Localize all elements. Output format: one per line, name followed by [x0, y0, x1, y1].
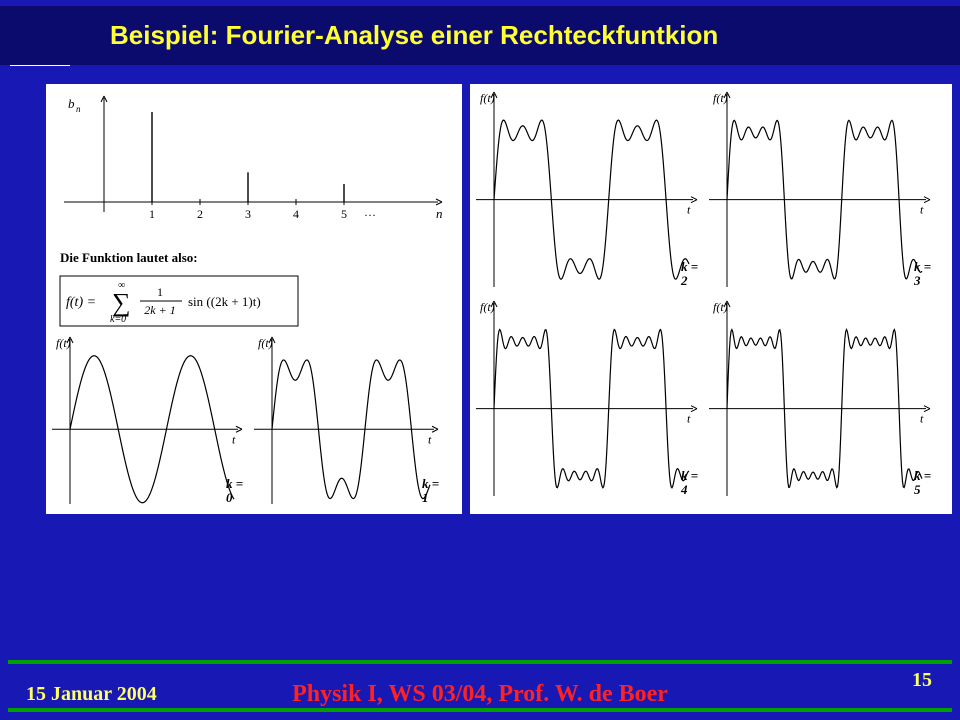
svg-text:f(t): f(t) — [713, 91, 728, 105]
svg-text:sin ((2k + 1)t): sin ((2k + 1)t) — [188, 294, 261, 309]
svg-text:Die Funktion lautet also:: Die Funktion lautet also: — [60, 250, 198, 265]
svg-text:k=0: k=0 — [110, 314, 126, 325]
svg-text:t: t — [920, 203, 924, 217]
svg-text:t: t — [920, 412, 924, 426]
svg-text:b: b — [68, 96, 75, 111]
svg-text:1: 1 — [157, 285, 163, 299]
svg-text:4: 4 — [680, 482, 688, 497]
svg-text:t: t — [687, 412, 691, 426]
svg-text:f(t): f(t) — [713, 300, 728, 314]
svg-text:n: n — [436, 206, 443, 221]
svg-text:f(t): f(t) — [258, 336, 273, 350]
svg-text:k =: k = — [681, 468, 698, 483]
svg-text:f(t) =: f(t) = — [66, 295, 96, 310]
svg-text:5: 5 — [914, 482, 921, 497]
footer-divider-top — [8, 660, 952, 664]
footer-divider-bottom — [8, 708, 952, 712]
svg-text:1: 1 — [422, 490, 429, 505]
svg-text:0: 0 — [226, 490, 233, 505]
footer-course: Physik I, WS 03/04, Prof. W. de Boer — [0, 681, 960, 708]
svg-text:2: 2 — [197, 207, 203, 221]
svg-text:4: 4 — [293, 207, 299, 221]
svg-text:t: t — [232, 432, 236, 446]
svg-text:k =: k = — [914, 259, 931, 274]
svg-text:3: 3 — [913, 273, 921, 288]
svg-text:t: t — [687, 203, 691, 217]
svg-text:k =: k = — [914, 468, 931, 483]
svg-text:…: … — [364, 205, 376, 219]
svg-text:k =: k = — [681, 259, 698, 274]
svg-text:f(t): f(t) — [480, 91, 495, 105]
svg-text:∑: ∑ — [112, 288, 131, 317]
svg-text:1: 1 — [149, 207, 155, 221]
svg-text:n: n — [76, 104, 81, 114]
right-figure-panel: f(t)tk =2f(t)tk =3f(t)tk =4f(t)tk =5 — [470, 84, 952, 514]
svg-text:5: 5 — [341, 207, 347, 221]
slide-title-bar: Beispiel: Fourier-Analyse einer Rechteck… — [0, 6, 960, 65]
svg-text:2k + 1: 2k + 1 — [144, 303, 175, 317]
footer-page: 15 — [912, 669, 932, 692]
svg-text:f(t): f(t) — [56, 336, 71, 350]
slide-title: Beispiel: Fourier-Analyse einer Rechteck… — [110, 20, 960, 51]
svg-text:∞: ∞ — [118, 280, 125, 291]
left-figure-panel: bnn12345…Die Funktion lautet also:f(t) =… — [46, 84, 462, 514]
svg-text:k =: k = — [226, 476, 243, 491]
svg-text:t: t — [428, 432, 432, 446]
svg-text:3: 3 — [245, 207, 251, 221]
svg-text:f(t): f(t) — [480, 300, 495, 314]
svg-text:2: 2 — [680, 273, 688, 288]
svg-text:k =: k = — [422, 476, 439, 491]
